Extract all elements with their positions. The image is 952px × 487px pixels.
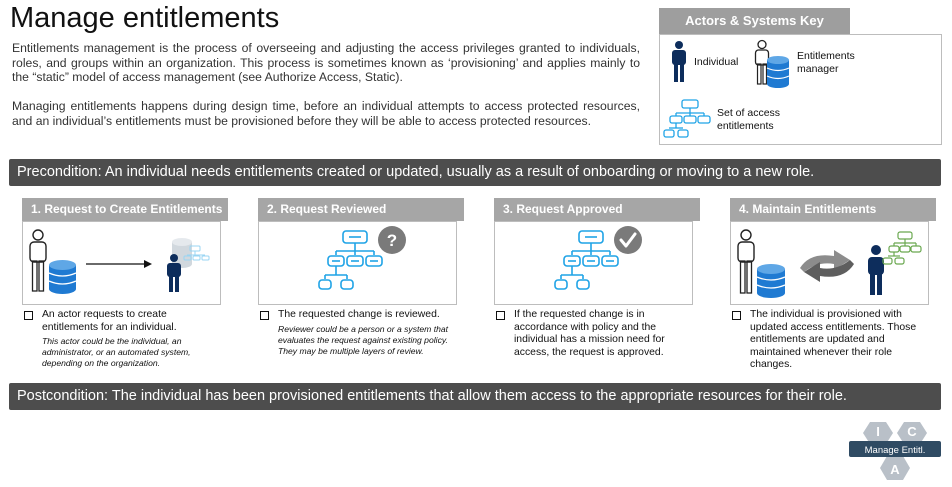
step-2-header: 2. Request Reviewed — [258, 198, 464, 221]
step-1-note: This actor could be the individual, an a… — [42, 336, 191, 369]
step-3-header: 3. Request Approved — [494, 198, 700, 221]
intro-paragraph-1: Entitlements management is the process o… — [12, 41, 640, 85]
page-title: Manage entitlements — [10, 2, 280, 34]
badge-letter-i: I — [876, 424, 880, 439]
step-2-description: The requested change is reviewed. Review… — [260, 309, 460, 357]
step-4-description: The individual is provisioned with updat… — [732, 309, 932, 372]
step-4-text: The individual is provisioned with updat… — [750, 309, 917, 371]
checkbox-bullet-icon — [260, 311, 269, 320]
checkbox-bullet-icon — [24, 311, 33, 320]
icam-hexagon-badge: I C Manage Entitl. A — [849, 422, 941, 480]
step-2-note: Reviewer could be a person or a system t… — [278, 323, 449, 356]
step-2-illustration — [258, 221, 457, 305]
step-1-text: An actor requests to create entitlements… — [42, 309, 177, 333]
badge-letter-c: C — [907, 424, 917, 439]
step-3-illustration — [494, 221, 693, 305]
sync-arrows-icon — [800, 250, 854, 282]
provisioned-individual-icon — [868, 231, 922, 295]
key-individual-icon — [672, 41, 686, 82]
key-individual-label: Individual — [694, 56, 739, 68]
requester-icon — [29, 229, 77, 294]
key-manager-icon — [754, 39, 790, 88]
badge-label: Manage Entitl. — [865, 445, 926, 456]
entitlement-tree-review-icon: ? — [318, 226, 406, 290]
manager-icon — [737, 229, 786, 298]
key-entitlement-set-label: Set of access entitlements — [717, 107, 781, 132]
step-3-text: If the requested change is in accordance… — [514, 309, 665, 358]
step-4-illustration — [730, 221, 929, 305]
intro-paragraph-2: Managing entitlements happens during des… — [12, 99, 640, 128]
badge-letter-a: A — [890, 462, 900, 477]
key-manager-label: Entitlements manager — [797, 50, 855, 75]
arrow-right-icon — [86, 260, 152, 268]
step-4-header: 4. Maintain Entitlements — [730, 198, 936, 221]
target-individual-icon — [167, 238, 210, 292]
postcondition-banner: Postcondition: The individual has been p… — [9, 383, 941, 410]
key-title: Actors & Systems Key — [659, 8, 850, 34]
step-3-description: If the requested change is in accordance… — [496, 309, 696, 359]
step-1-illustration — [22, 221, 221, 305]
key-entitlement-set-icon — [663, 99, 711, 138]
svg-text:?: ? — [387, 231, 397, 250]
checkbox-bullet-icon — [732, 311, 741, 320]
checkbox-bullet-icon — [496, 311, 505, 320]
key-box — [659, 34, 942, 145]
precondition-banner: Precondition: An individual needs entitl… — [9, 159, 941, 186]
entitlement-tree-approved-icon — [554, 226, 642, 290]
step-1-description: An actor requests to create entitlements… — [24, 309, 224, 369]
step-1-header: 1. Request to Create Entitlements — [22, 198, 228, 221]
step-2-text: The requested change is reviewed. — [278, 309, 440, 320]
